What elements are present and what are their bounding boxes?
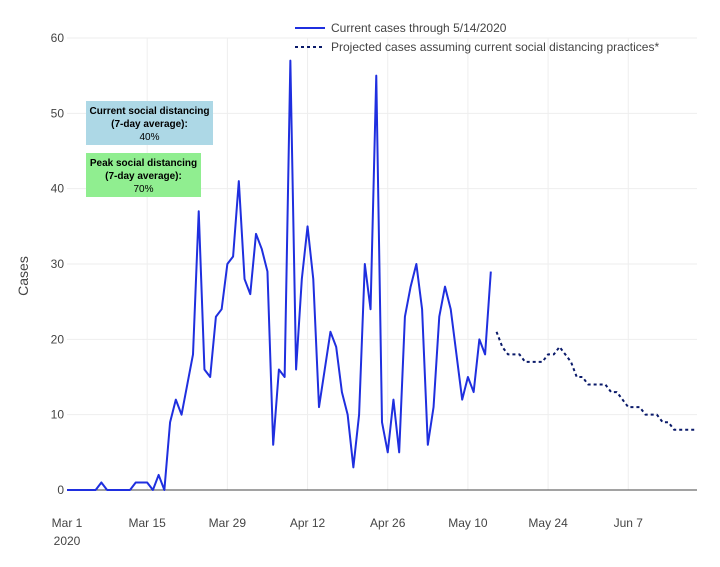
legend-item-0[interactable]: Current cases through 5/14/2020 [295,21,507,35]
series-lines [67,59,697,491]
x-tick-label: Mar 29 [209,516,247,530]
x-tick-label: Mar 15 [129,516,167,530]
y-tick-label: 50 [51,106,65,120]
x-tick-year-label: 2020 [54,534,81,548]
y-axis-title: Cases [15,256,31,296]
annotation-text: (7-day average): [105,171,182,182]
current-cases-line [67,59,492,491]
x-tick-label: Apr 12 [290,516,326,530]
x-tick-label: Jun 7 [614,516,644,530]
y-tick-label: 20 [51,332,65,346]
legend-label: Current cases through 5/14/2020 [331,21,507,35]
y-tick-label: 30 [51,257,65,271]
x-tick-label: Mar 1 [52,516,83,530]
axes: 0 10 20 30 40 50 60 Mar 1 2020 Mar 15 Mar 29 Apr 12… [15,31,697,548]
y-tick-label: 0 [57,483,64,497]
x-tick-label: May 24 [528,516,568,530]
annotation-peak-social-distancing: Peak social distancing (7-day average): 70… [86,153,201,197]
y-tick-label: 40 [51,182,65,196]
legend-item-1[interactable]: Projected cases assuming current social … [295,40,659,54]
gridlines [67,37,697,490]
annotation-text: Peak social distancing [90,158,197,169]
annotation-text: 40% [139,132,159,143]
x-tick-label: Apr 26 [370,516,406,530]
annotations: Current social distancing (7-day average)… [86,101,213,197]
y-tick-label: 60 [51,31,65,45]
annotation-box [86,101,213,145]
annotation-text: (7-day average): [111,119,188,130]
annotation-current-social-distancing: Current social distancing (7-day average)… [86,101,213,145]
annotation-box [86,153,201,197]
y-tick-label: 10 [51,408,65,422]
annotation-text: 70% [133,184,153,195]
legend-label: Projected cases assuming current social … [331,40,659,54]
legend[interactable]: Current cases through 5/14/2020 Projected… [295,21,659,54]
annotation-text: Current social distancing [89,106,209,117]
x-tick-label: May 10 [448,516,488,530]
